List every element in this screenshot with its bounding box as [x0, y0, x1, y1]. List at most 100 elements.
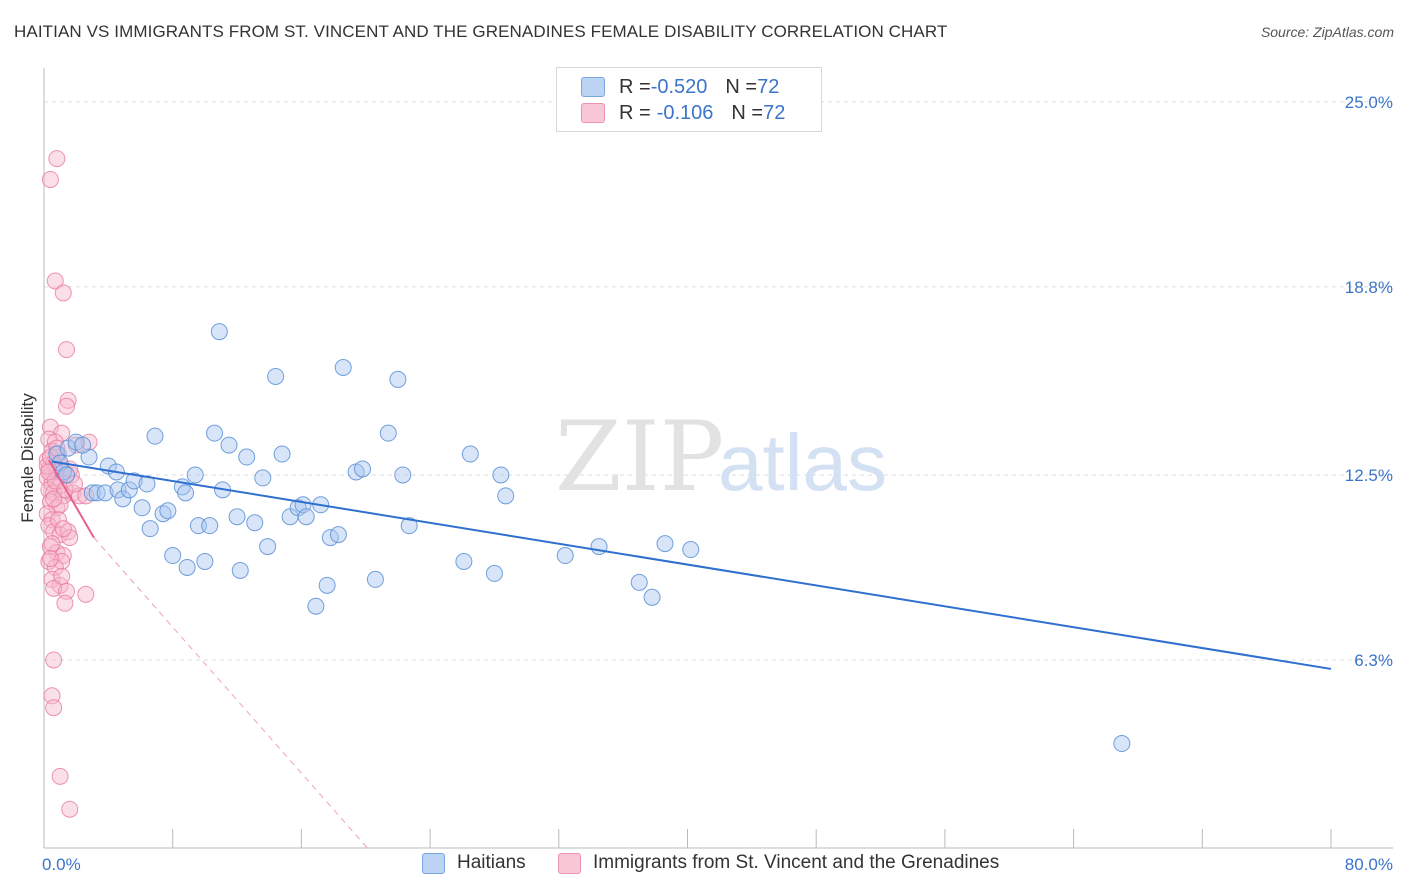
data-point-haitians	[354, 460, 372, 478]
r-label: R =	[619, 75, 651, 98]
data-point-haitians	[1113, 735, 1131, 753]
data-point-vincent	[77, 585, 95, 603]
data-point-vincent	[40, 552, 58, 570]
data-point-haitians	[196, 552, 214, 570]
r-label: R =	[619, 101, 651, 124]
data-point-haitians	[114, 490, 132, 508]
y-tick-label: 6.3%	[1354, 651, 1393, 670]
n-value: 72	[763, 101, 786, 124]
axes	[43, 68, 1393, 849]
legend-label-haitians: Haitians	[457, 852, 526, 873]
data-point-haitians	[556, 547, 574, 565]
data-point-haitians	[159, 502, 177, 520]
data-point-vincent	[61, 800, 79, 818]
y-axis-label: Female Disability	[18, 393, 37, 523]
trend-line-vincent	[47, 459, 95, 539]
data-point-haitians	[74, 436, 92, 454]
data-point-haitians	[297, 508, 315, 526]
data-point-haitians	[206, 424, 224, 442]
data-point-haitians	[164, 547, 182, 565]
legend-swatch-blue	[581, 77, 605, 97]
data-point-vincent	[59, 523, 77, 541]
legend-label-vincent: Immigrants from St. Vincent and the Gren…	[593, 852, 1000, 873]
x-tick-label: 0.0%	[42, 855, 81, 874]
watermark: ZIP atlas	[555, 401, 887, 513]
data-point-vincent	[45, 579, 63, 597]
data-point-vincent	[56, 594, 74, 612]
n-label: N =	[725, 75, 758, 98]
trend-line-haitians	[51, 460, 1332, 670]
data-point-haitians	[485, 564, 503, 582]
data-point-vincent	[54, 547, 72, 565]
data-point-haitians	[120, 481, 138, 499]
trend-lines	[47, 459, 1332, 849]
data-point-vincent	[58, 341, 76, 359]
data-point-haitians	[146, 427, 164, 445]
data-point-vincent	[59, 391, 77, 409]
data-point-haitians	[455, 552, 473, 570]
data-point-haitians	[461, 445, 479, 463]
data-point-vincent	[53, 567, 71, 585]
trend-line-vincent-extension	[93, 537, 368, 849]
data-point-haitians	[141, 520, 159, 538]
data-point-vincent	[61, 529, 79, 547]
data-point-vincent	[54, 520, 72, 538]
data-point-haitians	[186, 466, 204, 484]
data-point-haitians	[643, 588, 661, 606]
data-point-vincent	[48, 150, 66, 168]
chart-title: HAITIAN VS IMMIGRANTS FROM ST. VINCENT A…	[14, 22, 948, 41]
data-point-haitians	[366, 570, 384, 588]
data-point-vincent	[45, 490, 63, 508]
data-point-haitians	[307, 597, 325, 615]
data-point-vincent	[41, 538, 59, 556]
data-point-haitians	[178, 558, 196, 576]
n-label: N =	[731, 101, 764, 124]
data-point-vincent	[45, 699, 63, 717]
data-point-vincent	[41, 170, 59, 188]
data-point-haitians	[334, 358, 352, 376]
data-point-haitians	[177, 484, 195, 502]
data-point-vincent	[45, 651, 63, 669]
legend-item-vincent[interactable]: Immigrants from St. Vincent and the Gren…	[558, 852, 999, 874]
data-point-haitians	[246, 514, 264, 532]
legend-swatch-pink	[581, 103, 605, 123]
legend-item-haitians[interactable]: Haitians	[422, 852, 526, 874]
x-tick-labels: 0.0% 80.0%	[42, 855, 1393, 874]
data-point-haitians	[231, 561, 249, 579]
data-point-haitians	[259, 538, 277, 556]
n-value: 72	[757, 75, 780, 98]
data-point-vincent	[41, 550, 59, 568]
data-point-haitians	[154, 505, 172, 523]
data-point-haitians	[125, 472, 143, 490]
data-point-haitians	[273, 445, 291, 463]
data-point-vincent	[46, 272, 64, 290]
stats-row-haitians: R = -0.520 N = 72	[581, 75, 779, 99]
data-point-haitians	[210, 323, 228, 341]
data-point-haitians	[83, 484, 101, 502]
data-point-haitians	[318, 576, 336, 594]
data-point-vincent	[54, 284, 72, 302]
data-point-haitians	[394, 466, 412, 484]
stats-legend: R = -0.520 N = 72 R = -0.106 N = 72	[556, 67, 822, 132]
y-tick-labels: 6.3% 12.5% 18.8% 25.0%	[1345, 93, 1393, 670]
data-point-haitians	[228, 508, 246, 526]
source-label: Source: ZipAtlas.com	[1260, 24, 1394, 40]
r-value: -0.106	[656, 101, 714, 124]
data-point-vincent	[58, 397, 76, 415]
data-point-vincent	[49, 511, 67, 529]
data-point-haitians	[682, 541, 700, 559]
data-point-haitians	[656, 535, 674, 553]
data-point-vincent	[38, 457, 56, 475]
data-point-haitians	[630, 573, 648, 591]
data-point-haitians	[590, 538, 608, 556]
data-point-haitians	[133, 499, 151, 517]
data-point-haitians	[254, 469, 272, 487]
data-point-haitians	[329, 526, 347, 544]
legend-swatch-pink	[558, 852, 581, 874]
y-tick-label: 25.0%	[1345, 93, 1393, 112]
data-point-haitians	[389, 370, 407, 388]
watermark-zip: ZIP	[555, 401, 724, 513]
stats-row-vincent: R = -0.106 N = 72	[581, 101, 785, 125]
data-point-haitians	[379, 424, 397, 442]
